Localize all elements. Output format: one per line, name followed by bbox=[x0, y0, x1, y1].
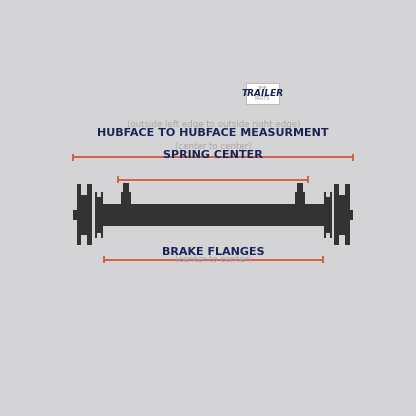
Bar bbox=[295, 191, 305, 204]
Text: PARTS: PARTS bbox=[255, 96, 270, 101]
Bar bbox=[326, 192, 329, 197]
Text: SPRING CENTER: SPRING CENTER bbox=[163, 150, 263, 160]
Bar bbox=[97, 233, 101, 238]
Bar bbox=[297, 183, 303, 191]
Bar bbox=[121, 191, 131, 204]
Bar bbox=[339, 235, 345, 245]
Bar bbox=[81, 235, 87, 245]
Text: HUBFACE TO HUBFACE MEASURMENT: HUBFACE TO HUBFACE MEASURMENT bbox=[97, 128, 329, 138]
FancyBboxPatch shape bbox=[246, 83, 279, 104]
Bar bbox=[326, 233, 329, 238]
Bar bbox=[123, 183, 129, 191]
Text: THE: THE bbox=[258, 86, 267, 91]
Text: BRAKE FLANGES: BRAKE FLANGES bbox=[162, 247, 265, 257]
Bar bbox=[77, 184, 92, 245]
Bar bbox=[81, 184, 87, 195]
Bar bbox=[334, 184, 350, 245]
Text: (outside left edge to outside right edge): (outside left edge to outside right edge… bbox=[126, 120, 300, 129]
Bar bbox=[97, 192, 101, 197]
Bar bbox=[96, 204, 331, 226]
Bar bbox=[324, 192, 332, 238]
Text: TRAILER: TRAILER bbox=[241, 89, 283, 98]
Bar bbox=[95, 192, 103, 238]
Bar bbox=[339, 210, 354, 220]
Text: (center to center): (center to center) bbox=[175, 142, 251, 151]
Text: (center to center): (center to center) bbox=[175, 255, 251, 264]
Bar bbox=[73, 210, 87, 220]
Bar bbox=[339, 184, 345, 195]
